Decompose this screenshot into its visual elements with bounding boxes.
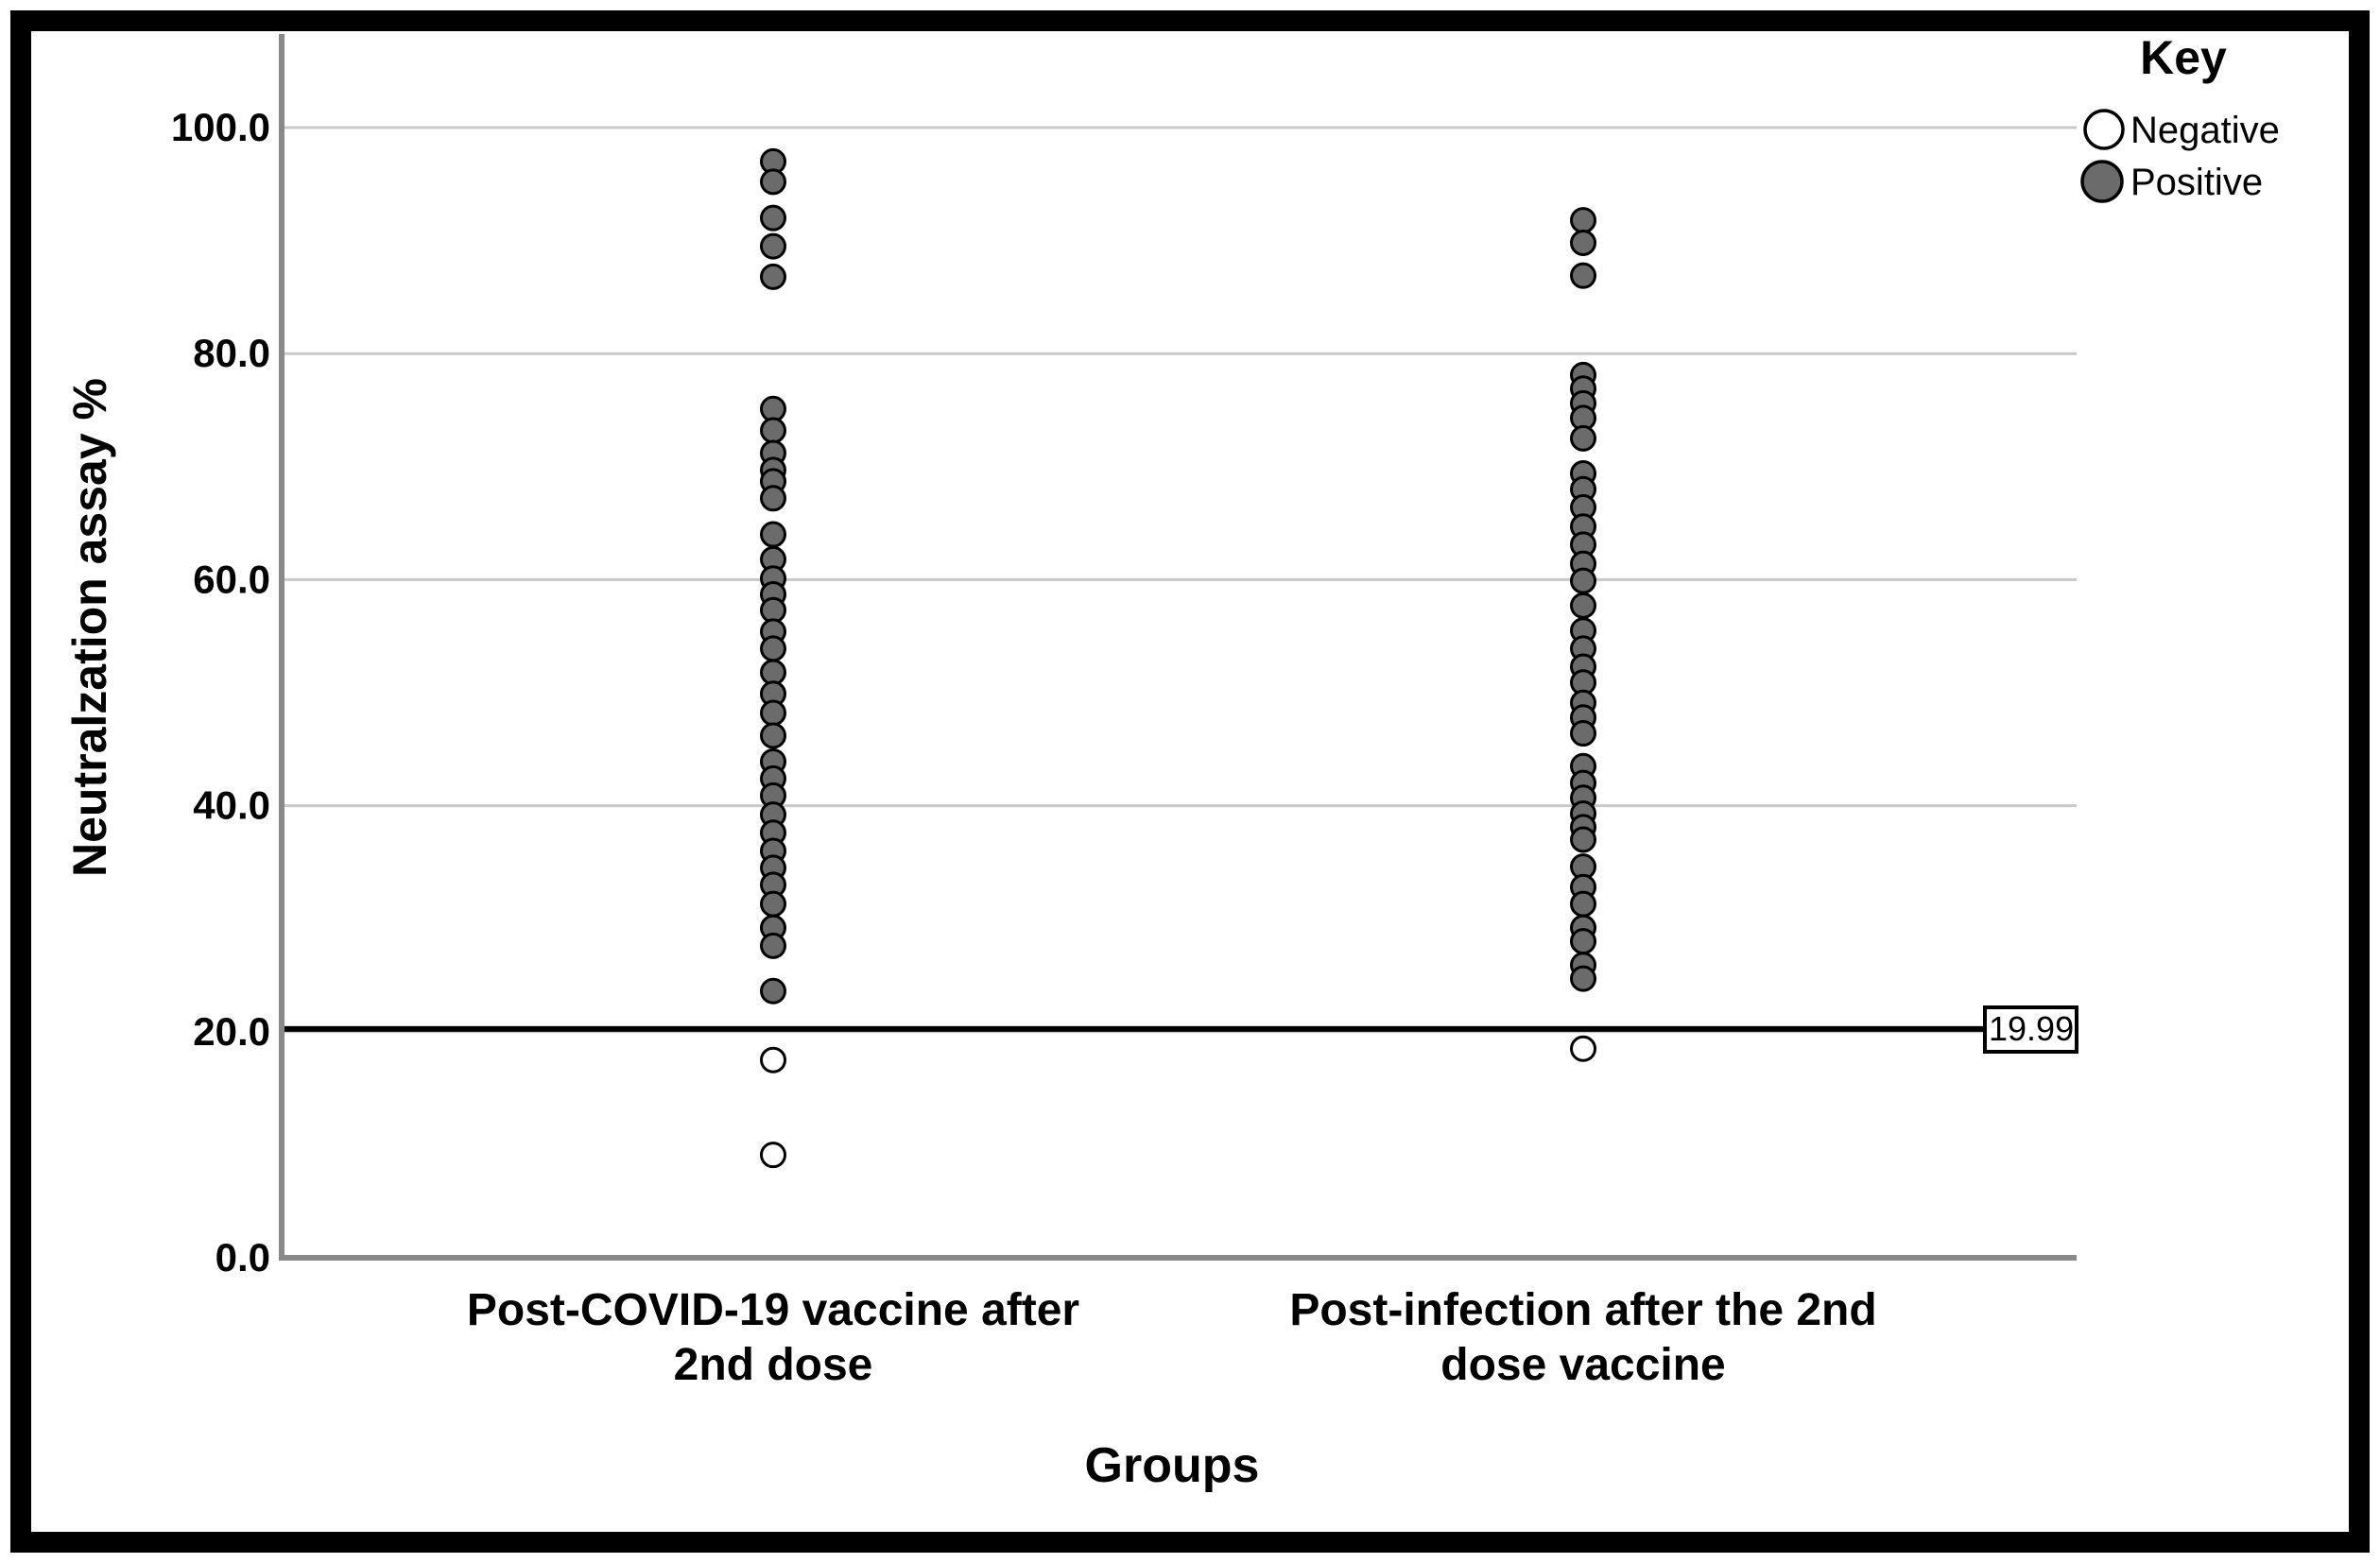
data-points (760, 147, 1596, 1169)
data-point-positive (1570, 928, 1596, 955)
data-point-positive (1570, 890, 1596, 918)
data-point-positive (760, 168, 786, 196)
y-tick-label: 60.0 (193, 557, 270, 601)
data-point-positive (1570, 262, 1596, 289)
legend-title: Key (2140, 31, 2227, 84)
data-point-positive (1570, 424, 1596, 452)
data-point-positive (760, 977, 786, 1005)
data-point-positive (1570, 720, 1596, 747)
data-point-positive (760, 699, 786, 727)
data-point-negative (760, 1142, 786, 1169)
data-point-positive (760, 232, 786, 260)
legend-negative-label: Negative (2130, 110, 2280, 151)
legend-positive-label: Positive (2130, 162, 2263, 203)
category-labels: Post-COVID-19 vaccine after 2nd dose Post-… (467, 1285, 1877, 1390)
legend-positive-marker-icon (2080, 160, 2124, 203)
data-point-positive (1570, 567, 1596, 594)
data-point-positive (760, 635, 786, 662)
legend: Key Negative Positive (2080, 31, 2280, 203)
y-axis-title: Neutralzation assay % (63, 378, 116, 877)
y-tick-labels: 0.0 20.0 40.0 60.0 80.0 100.0 (171, 105, 270, 1280)
data-point-positive (760, 417, 786, 444)
data-point-positive (760, 932, 786, 959)
gridlines (282, 126, 2077, 1034)
data-point-positive (1570, 965, 1596, 992)
data-point-positive (1570, 592, 1596, 619)
reference-label: 19.99 (1989, 1009, 2074, 1048)
figure-border (10, 10, 2370, 1553)
y-tick-label: 100.0 (171, 105, 270, 149)
legend-negative-marker-icon (2083, 109, 2125, 150)
data-point-positive (1570, 826, 1596, 853)
category-label: Post-COVID-19 vaccine after 2nd dose (467, 1285, 1079, 1390)
data-point-positive (1570, 207, 1596, 234)
y-tick-label: 40.0 (193, 783, 270, 828)
y-tick-label: 0.0 (216, 1235, 270, 1280)
category-label: Post-infection after the 2nd dose vaccine (1289, 1285, 1876, 1390)
data-point-positive (760, 485, 786, 512)
y-tick-label: 20.0 (193, 1009, 270, 1054)
data-point-positive (760, 890, 786, 918)
data-point-negative (1570, 1035, 1596, 1062)
data-point-positive (760, 521, 786, 548)
data-point-positive (760, 204, 786, 232)
data-point-positive (760, 722, 786, 749)
data-point-negative (760, 1046, 786, 1073)
x-axis-title: Groups (1085, 1438, 1260, 1493)
data-point-positive (760, 263, 786, 290)
data-point-positive (1570, 229, 1596, 256)
y-tick-label: 80.0 (193, 331, 270, 375)
reference-label-box (1983, 1005, 2078, 1054)
